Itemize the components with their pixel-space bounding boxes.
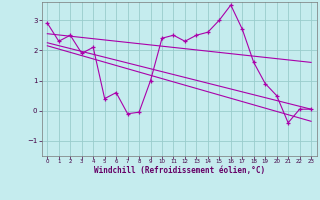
X-axis label: Windchill (Refroidissement éolien,°C): Windchill (Refroidissement éolien,°C): [94, 166, 265, 175]
